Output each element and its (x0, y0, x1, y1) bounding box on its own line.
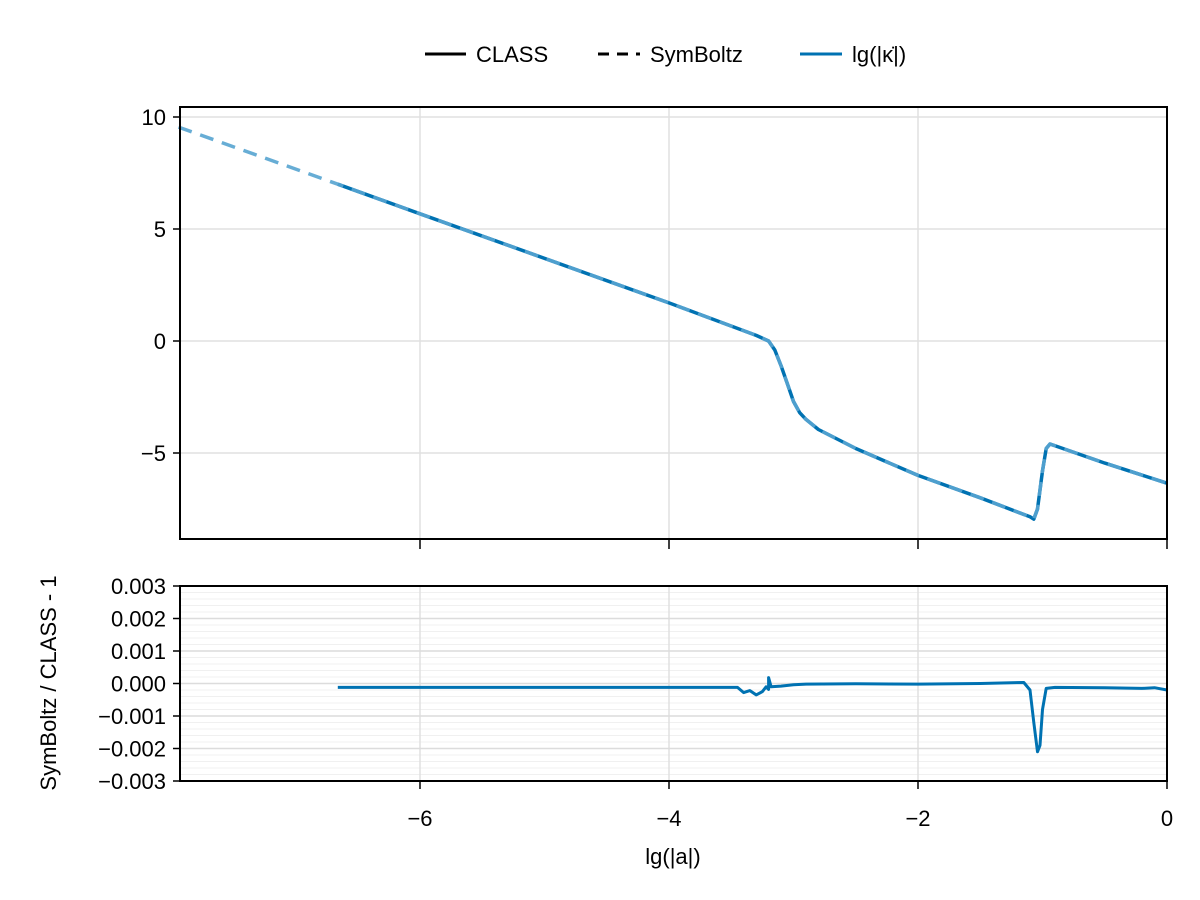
y-tick-label: 5 (154, 217, 166, 242)
top-plot: 10 5 0 −5 (141, 105, 1168, 549)
x-tick-label: −6 (407, 806, 432, 831)
legend: CLASS SymBoltz lg(|κ̇|) (425, 42, 906, 67)
y-tick-label: −0.002 (98, 737, 166, 762)
y-tick-label: 0 (154, 329, 166, 354)
y-axis-title: SymBoltz / CLASS - 1 (36, 575, 61, 790)
y-tick-label: 0.002 (111, 607, 166, 632)
x-tick-label: −2 (905, 806, 930, 831)
bottom-plot: 0.003 0.002 0.001 0.000 −0.001 −0.002 −0.003 −6… (36, 574, 1173, 869)
series-ratio-line (337, 676, 1168, 754)
top-gridlines (180, 107, 1167, 539)
y-tick-label: 0.003 (111, 574, 166, 599)
x-tick-label: 0 (1161, 806, 1173, 831)
series-symboltz-line (177, 125, 1168, 521)
bottom-gridlines (180, 585, 1167, 782)
top-series (177, 125, 1168, 521)
legend-label-symboltz: SymBoltz (650, 42, 743, 67)
top-plot-frame (179, 106, 1168, 540)
y-tick-label: −5 (141, 441, 166, 466)
y-tick-label: 0.000 (111, 672, 166, 697)
y-tick-label: −0.001 (98, 704, 166, 729)
legend-label-class: CLASS (476, 42, 548, 67)
bottom-series (337, 676, 1168, 754)
legend-label-kappa: lg(|κ̇|) (852, 42, 906, 67)
y-tick-label: 0.001 (111, 639, 166, 664)
x-tick-label: −4 (656, 806, 681, 831)
y-tick-label: 10 (142, 105, 166, 130)
top-axis-ticks: 10 5 0 −5 (141, 105, 1168, 549)
x-axis-title: lg(|a|) (645, 844, 700, 869)
y-tick-label: −0.003 (98, 769, 166, 794)
bottom-axis-ticks: 0.003 0.002 0.001 0.000 −0.001 −0.002 −0.003 −6… (98, 574, 1173, 831)
